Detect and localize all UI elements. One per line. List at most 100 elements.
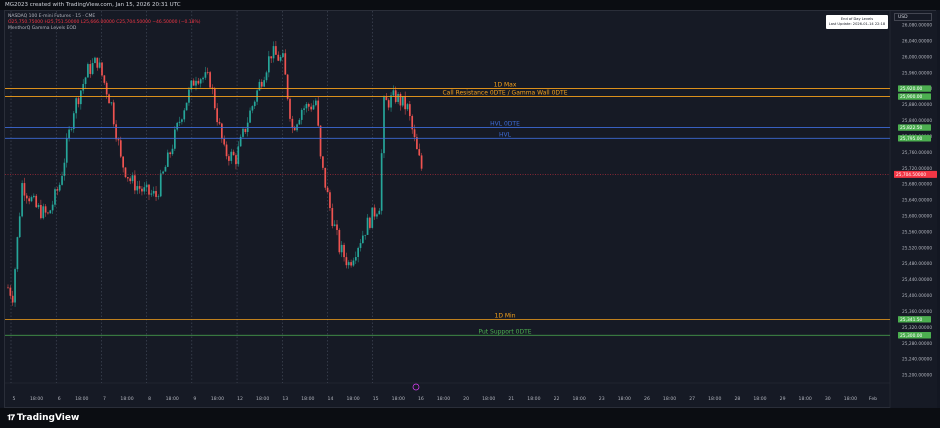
chart-legend: NASDAQ 100 E-mini Futures · 15 · CME O25…	[8, 14, 201, 32]
gamma-level-label: 1D Min	[495, 312, 516, 319]
candle-body	[84, 77, 87, 85]
candle-body	[199, 79, 202, 84]
candle-body	[326, 187, 329, 193]
ohlc-line: O25,750.75000 H25,751.50000 L25,666.0000…	[8, 20, 201, 25]
candle-body	[28, 198, 30, 202]
candle-body	[7, 287, 9, 289]
indicator-name: MenthorQ Gamma Levels EOD	[8, 26, 77, 31]
candle-body	[169, 152, 171, 155]
x-tick-label: 5	[13, 396, 16, 402]
x-tick-label: 26	[644, 396, 650, 402]
candle-body	[195, 80, 197, 86]
candle-body	[211, 87, 214, 89]
y-tick-label: 25,600.00000	[902, 213, 932, 219]
y-tick-label: 25,640.00000	[902, 198, 932, 204]
candle-body	[44, 206, 47, 213]
candle-body	[141, 188, 143, 192]
y-tick-label: 25,320.00000	[902, 325, 932, 331]
candle-body	[152, 191, 155, 194]
candle-body	[315, 100, 317, 106]
candle-body	[119, 140, 122, 157]
candle-body	[134, 175, 136, 191]
x-tick-label: 6	[58, 396, 61, 402]
x-tick-label: 18:00	[120, 396, 133, 402]
x-tick-label: 18:00	[844, 396, 857, 402]
candle-body	[202, 77, 204, 80]
candle-body	[164, 166, 167, 172]
screenshot-header: MG2023 created with TradingView.com, Jan…	[0, 0, 940, 10]
candle-body	[338, 229, 341, 253]
candle-body	[80, 90, 82, 105]
x-tick-label: Feb	[869, 396, 877, 402]
candle-body	[336, 224, 338, 230]
candle-body	[181, 119, 183, 122]
y-tick-label: 26,000.00000	[902, 54, 932, 60]
candle-body	[385, 96, 388, 101]
candle-body	[270, 56, 273, 59]
candle-body	[225, 144, 228, 157]
candle-body	[352, 260, 355, 266]
chart-frame[interactable]: 5 18:00 6 18:00 7 18:00 8 18:00 9 18:00 12 18:00 13 1…	[4, 10, 937, 409]
candlestick-chart[interactable]: 5 18:00 6 18:00 7 18:00 8 18:00 9 18:00 12 18:00 13 1…	[5, 11, 937, 409]
candle-body	[307, 104, 310, 107]
level-price-tag-text: 25,900.00	[900, 94, 923, 100]
candle-body	[298, 119, 301, 125]
candle-body	[166, 152, 169, 167]
candle-body	[11, 295, 14, 303]
x-tick-label: 18:00	[346, 396, 359, 402]
candle-body	[329, 192, 331, 208]
update-title: End of Day Levels	[840, 17, 874, 21]
candle-body	[362, 235, 364, 244]
x-tick-label: 18:00	[392, 396, 405, 402]
candle-body	[174, 129, 176, 149]
candle-body	[249, 110, 251, 123]
brand-name: TradingView	[16, 413, 80, 423]
tradingview-logo[interactable]: 𝟏𝟕 TradingView	[7, 412, 79, 424]
x-tick-label: 18:00	[663, 396, 676, 402]
candle-body	[378, 210, 381, 215]
candle-body	[228, 156, 230, 161]
candle-body	[221, 123, 223, 139]
x-tick-label: 16	[418, 396, 424, 402]
candle-body	[143, 187, 146, 192]
candle-body	[108, 94, 110, 104]
candle-body	[25, 195, 28, 199]
candle-body	[369, 217, 371, 228]
candle-body	[188, 89, 190, 103]
candle-body	[51, 204, 54, 211]
level-price-tag-text: 25,341.50	[900, 317, 923, 323]
gamma-level-label: HVL	[499, 131, 512, 138]
x-tick-label: 18:00	[618, 396, 631, 402]
candle-body	[176, 122, 179, 130]
candle-body	[272, 46, 275, 59]
y-tick-label: 25,480.00000	[902, 261, 932, 267]
candle-body	[258, 81, 261, 91]
price-axis	[890, 11, 937, 409]
candle-body	[387, 100, 390, 108]
candle-body	[213, 88, 216, 109]
candle-body	[312, 105, 315, 110]
candle-body	[190, 80, 193, 90]
y-tick-label: 25,280.00000	[902, 341, 932, 347]
level-price-tag	[898, 93, 931, 100]
candle-body	[23, 183, 26, 196]
candle-body	[40, 204, 42, 219]
x-tick-label: 23	[599, 396, 605, 402]
candle-body	[383, 96, 385, 154]
candle-body	[345, 257, 348, 266]
candle-body	[265, 72, 268, 81]
candle-body	[138, 186, 141, 189]
level-price-tag-text: 25,795.00	[900, 136, 923, 142]
y-tick-label: 25,400.00000	[902, 293, 932, 299]
candle-body	[77, 98, 80, 105]
candle-body	[413, 129, 416, 138]
candle-body	[35, 195, 38, 208]
candle-body	[340, 244, 343, 253]
candle-body	[54, 189, 56, 205]
y-tick-label: 25,840.00000	[902, 118, 932, 124]
y-tick-label: 25,360.00000	[902, 309, 932, 315]
currency-button[interactable]: USD	[894, 13, 932, 21]
candle-body	[122, 156, 124, 168]
candle-body	[406, 104, 409, 110]
candle-body	[117, 139, 120, 141]
